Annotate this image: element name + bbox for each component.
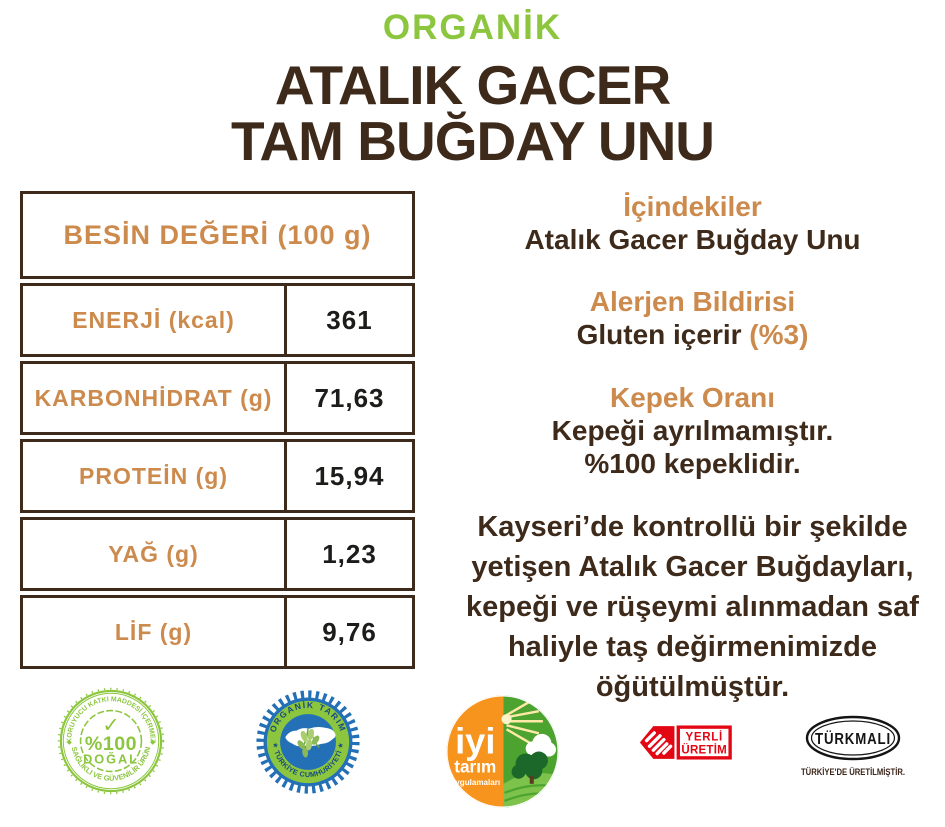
allergen-heading: Alerjen Bildirisi bbox=[589, 286, 796, 317]
description-line: haliyle taş değirmenimizde bbox=[507, 631, 878, 663]
description-line: Kayseri’de kontrollü bir şekilde bbox=[477, 511, 908, 543]
turkmali-logo-icon: TÜRKMALI TÜRKİYE'DE ÜRETİLMİŞTİR. bbox=[801, 715, 905, 777]
nutrient-label: YAĞ (g) bbox=[23, 520, 287, 588]
table-row: KARBONHİDRAT (g) 71,63 bbox=[20, 361, 415, 435]
table-row: PROTEİN (g) 15,94 bbox=[20, 439, 415, 513]
badge-center-ring bbox=[79, 709, 143, 773]
bran-block: Kepek Oranı Kepeği ayrılmamıştır. %100 k… bbox=[440, 381, 945, 480]
allergen-note: (%3) bbox=[749, 319, 809, 350]
table-row: YAĞ (g) 1,23 bbox=[20, 517, 415, 591]
wheat-grain bbox=[302, 747, 309, 758]
badge-inner-ring bbox=[62, 692, 160, 790]
nutrient-value: 71,63 bbox=[314, 382, 385, 413]
nutrient-value: 1,23 bbox=[322, 538, 377, 569]
sun-icon bbox=[501, 714, 512, 725]
nutrition-table: BESİN DEĞERİ (100 g) ENERJİ (kcal) 361 K… bbox=[20, 191, 415, 673]
iyi-text: iyi bbox=[455, 721, 495, 762]
wheat-grain bbox=[297, 740, 306, 750]
nutrition-table-header: BESİN DEĞERİ (100 g) bbox=[20, 191, 415, 279]
turkmali-text: TÜRKMALI bbox=[815, 731, 891, 748]
uretim-text: ÜRETİM bbox=[681, 744, 727, 757]
sun-rays-icon bbox=[505, 700, 543, 745]
nutrient-label: PROTEİN (g) bbox=[23, 442, 287, 510]
uygulamalari-text: uygulamaları bbox=[450, 778, 500, 787]
description-line: yetişen Atalık Gacer Buğdayları, bbox=[471, 551, 914, 583]
badge-outer-ring bbox=[59, 689, 163, 793]
nutrient-value: 9,76 bbox=[322, 616, 377, 647]
allergen-block: Alerjen Bildirisi Gluten içerir (%3) bbox=[440, 285, 945, 351]
yerli-text: YERLİ bbox=[685, 731, 723, 744]
allergen-text: Gluten içerir bbox=[576, 319, 742, 350]
wheat-grain bbox=[305, 739, 313, 751]
iyi-badge-edge bbox=[446, 695, 559, 808]
table-row: ENERJİ (kcal) 361 bbox=[20, 283, 415, 357]
bran-line-1: Kepeği ayrılmamıştır. bbox=[551, 415, 834, 446]
trees-icon bbox=[511, 751, 548, 784]
ingredients-heading: İçindekiler bbox=[623, 191, 762, 222]
allergen-value: Gluten içerir (%3) bbox=[440, 318, 945, 351]
description-line: kepeği ve rüşeymi alınmadan saf bbox=[466, 591, 919, 623]
table-row: LİF (g) 9,76 bbox=[20, 595, 415, 669]
badge-dogal-text: DOĞAL bbox=[83, 752, 139, 767]
nutrient-label: LİF (g) bbox=[23, 598, 287, 666]
wheat-illustration bbox=[297, 728, 320, 758]
bran-heading: Kepek Oranı bbox=[610, 382, 775, 413]
checkmark-icon: ✓ bbox=[102, 714, 119, 737]
ingredients-block: İçindekiler Atalık Gacer Buğday Unu bbox=[440, 190, 945, 256]
ingredients-value: Atalık Gacer Buğday Unu bbox=[524, 224, 861, 255]
organik-tarim-seal-icon: ORGANİK TARIM ★ TÜRKİYE CUMHURİYETİ ★ bbox=[256, 690, 360, 794]
diamond-separator-icon: ◆ bbox=[67, 739, 72, 746]
nutrient-label: ENERJİ (kcal) bbox=[23, 286, 287, 354]
turkmali-outer-oval bbox=[805, 715, 901, 761]
wheat-grain bbox=[307, 728, 315, 741]
brand-organik: ORGANİK bbox=[382, 8, 563, 47]
nutrient-value: 15,94 bbox=[314, 460, 385, 491]
page-title: ATALIK GACER TAM BUĞDAY UNU bbox=[0, 57, 945, 169]
yerli-text-box bbox=[676, 725, 732, 760]
natural-100-badge-icon: KORUYUCU KATKI MADDESİ İÇERMEZ SAĞLIKLI … bbox=[57, 687, 165, 795]
bran-line-2: %100 kepeklidir. bbox=[584, 448, 801, 479]
description-line: öğütülmüştür. bbox=[595, 671, 790, 703]
nutrient-value: 361 bbox=[326, 304, 373, 335]
handshake-icon bbox=[644, 731, 673, 756]
product-description: Kayseri’de kontrollü bir şekilde yetişen… bbox=[440, 507, 945, 707]
badge-percent-text: %100 bbox=[85, 733, 137, 755]
iyi-tarim-badge-icon: iyi tarım uygulamaları bbox=[446, 695, 559, 808]
wheat-grain bbox=[311, 735, 320, 745]
wheat-grain bbox=[300, 730, 308, 742]
turkmali-inner-oval bbox=[810, 720, 896, 756]
nutrient-label: KARBONHİDRAT (g) bbox=[23, 364, 287, 432]
diamond-separator-icon: ◆ bbox=[150, 739, 155, 746]
turkmali-subtitle: TÜRKİYE'DE ÜRETİLMİŞTİR. bbox=[801, 767, 905, 777]
title-line-1: ATALIK GACER bbox=[274, 54, 671, 116]
title-line-2: TAM BUĞDAY UNU bbox=[230, 110, 715, 172]
yerli-uretim-logo-icon: YERLİ ÜRETİM bbox=[639, 725, 732, 760]
tarim-text: tarım bbox=[454, 757, 496, 777]
